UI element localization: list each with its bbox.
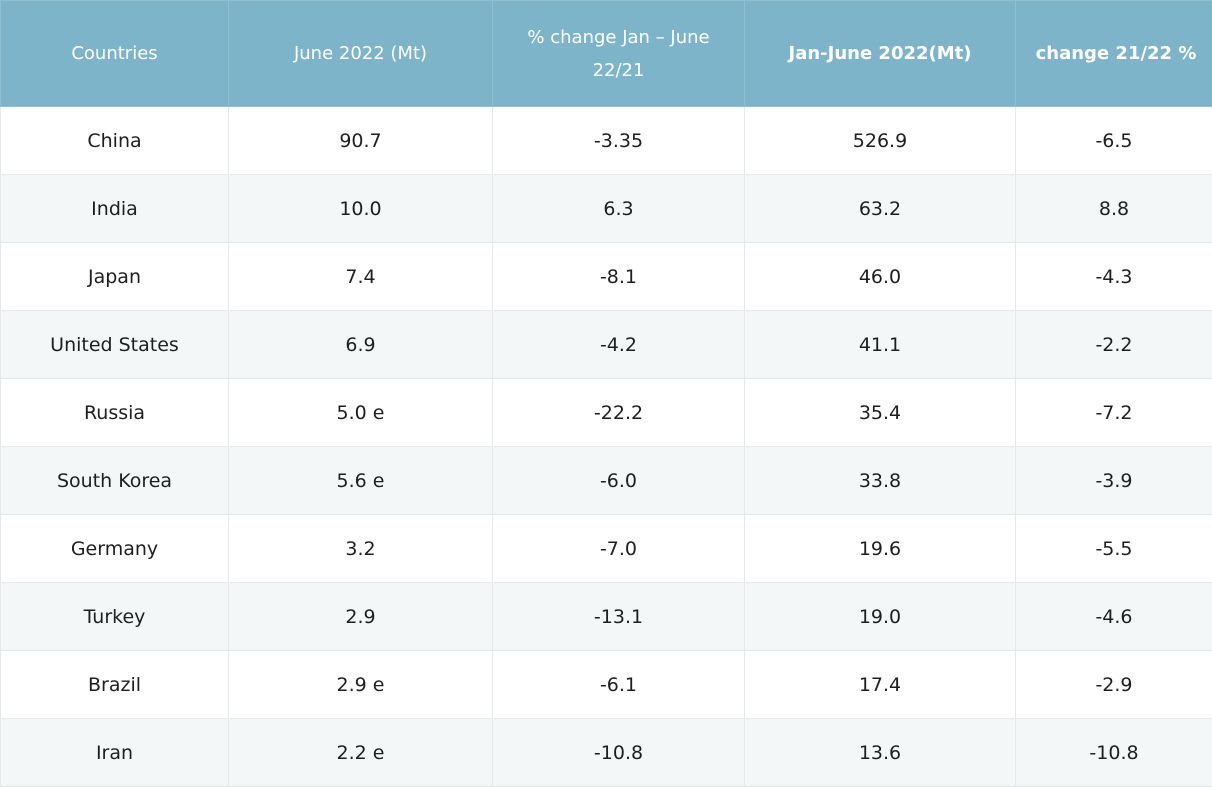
value-cell: -8.1 [492,242,745,311]
header-cell: Jan-June 2022(Mt) [744,0,1016,107]
value-cell: -13.1 [492,582,745,651]
value-cell: -6.0 [492,446,745,515]
value-cell: 526.9 [744,106,1016,175]
value-cell: -4.3 [1015,242,1212,311]
table-body: China 90.7 -3.35 526.9 -6.5 India 10.0 6.3 63.2 8… [0,106,1212,787]
country-cell: China [0,106,229,175]
table-row: Germany 3.2 -7.0 19.6 -5.5 [0,514,1212,583]
table-row: South Korea 5.6 e -6.0 33.8 -3.9 [0,446,1212,515]
value-cell: -7.2 [1015,378,1212,447]
value-cell: 8.8 [1015,174,1212,243]
table-row: Japan 7.4 -8.1 46.0 -4.3 [0,242,1212,311]
country-cell: Germany [0,514,229,583]
value-cell: -22.2 [492,378,745,447]
header-text: change 21/22 % [1035,43,1197,64]
header-cell: Countries [0,0,229,107]
header-text: Countries [71,43,158,64]
header-text: % change Jan – June 22/21 [527,26,710,81]
header-cell: June 2022 (Mt) [228,0,493,107]
value-cell: -10.8 [492,718,745,787]
header-row: Countries June 2022 (Mt) % change Jan – Ju… [0,0,1212,107]
value-cell: -4.6 [1015,582,1212,651]
value-cell: 13.6 [744,718,1016,787]
country-cell: United States [0,310,229,379]
header-text: Jan-June 2022(Mt) [788,43,972,64]
value-cell: 6.3 [492,174,745,243]
value-cell: 5.6 e [228,446,493,515]
value-cell: 3.2 [228,514,493,583]
country-cell: Japan [0,242,229,311]
header-cell: change 21/22 % [1015,0,1212,107]
value-cell: -3.9 [1015,446,1212,515]
country-cell: Iran [0,718,229,787]
value-cell: 63.2 [744,174,1016,243]
value-cell: 2.9 [228,582,493,651]
table-row: United States 6.9 -4.2 41.1 -2.2 [0,310,1212,379]
value-cell: -3.35 [492,106,745,175]
table-row: Brazil 2.9 e -6.1 17.4 -2.9 [0,650,1212,719]
country-cell: Turkey [0,582,229,651]
value-cell: -4.2 [492,310,745,379]
value-cell: 46.0 [744,242,1016,311]
value-cell: -6.5 [1015,106,1212,175]
value-cell: 90.7 [228,106,493,175]
value-cell: 2.2 e [228,718,493,787]
table-row: India 10.0 6.3 63.2 8.8 [0,174,1212,243]
value-cell: 7.4 [228,242,493,311]
value-cell: -2.9 [1015,650,1212,719]
header-text: June 2022 (Mt) [293,43,428,64]
table-header: Countries June 2022 (Mt) % change Jan – Ju… [0,0,1212,107]
value-cell: 10.0 [228,174,493,243]
country-cell: Russia [0,378,229,447]
value-cell: 35.4 [744,378,1016,447]
value-cell: 17.4 [744,650,1016,719]
value-cell: 6.9 [228,310,493,379]
value-cell: -7.0 [492,514,745,583]
value-cell: 19.0 [744,582,1016,651]
value-cell: 41.1 [744,310,1016,379]
country-cell: Brazil [0,650,229,719]
country-cell: South Korea [0,446,229,515]
value-cell: 5.0 e [228,378,493,447]
value-cell: -10.8 [1015,718,1212,787]
table-row: Iran 2.2 e -10.8 13.6 -10.8 [0,718,1212,787]
value-cell: 2.9 e [228,650,493,719]
value-cell: -2.2 [1015,310,1212,379]
value-cell: 33.8 [744,446,1016,515]
table-row: Turkey 2.9 -13.1 19.0 -4.6 [0,582,1212,651]
value-cell: -5.5 [1015,514,1212,583]
table-row: China 90.7 -3.35 526.9 -6.5 [0,106,1212,175]
table-row: Russia 5.0 e -22.2 35.4 -7.2 [0,378,1212,447]
header-cell: % change Jan – June 22/21 [492,0,745,107]
country-cell: India [0,174,229,243]
value-cell: -6.1 [492,650,745,719]
value-cell: 19.6 [744,514,1016,583]
